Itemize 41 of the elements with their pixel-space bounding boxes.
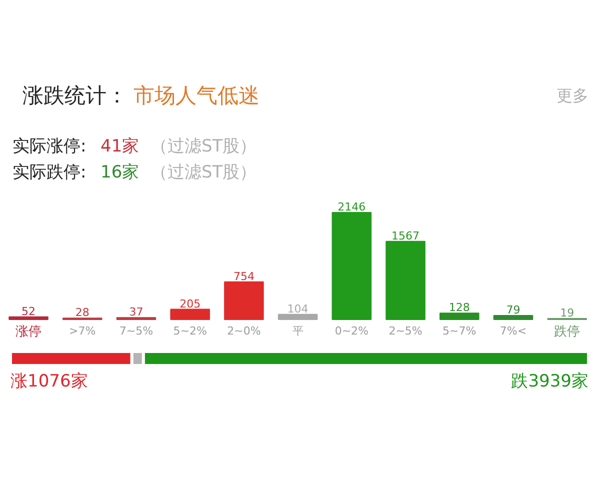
data-label: 2146 [338,200,366,214]
x-tick-label: 5~7% [442,324,476,338]
x-tick-label: 2~0% [227,324,261,338]
text: （过滤ST股） [150,136,257,156]
text: 实际跌停: [12,162,86,182]
text: 更多 [556,86,588,105]
data-label: 104 [287,302,308,316]
bar [170,308,210,320]
bar [332,212,372,320]
data-label: 37 [129,306,144,319]
data-label: 205 [180,297,201,310]
x-tick-label: 7~5% [119,324,154,338]
x-tick-label: >7% [69,324,96,338]
bar [8,316,48,320]
chart-subtitle: 市场人气低迷 [134,84,260,108]
data-label: 1567 [392,229,420,242]
bar [278,314,318,320]
bar [224,281,264,320]
x-tick-label: 跌停 [554,324,580,340]
text: （过滤ST股） [150,162,257,182]
data-label: 79 [506,304,520,317]
text: 涨1076家 [10,372,88,392]
bar [493,315,534,320]
data-label: 19 [560,306,574,320]
text: 实际涨停: [12,136,86,156]
x-tick-label: 5~2% [173,324,207,338]
data-label: 52 [22,304,36,318]
data-label: 28 [75,306,90,320]
data-label: 128 [448,301,470,314]
bar [440,312,480,320]
bar [386,240,426,320]
chart-title: 涨跌统计： [22,84,128,108]
text: 16家 [100,162,140,182]
text: 跌3939家 [511,372,588,392]
data-label: 754 [233,270,254,283]
x-tick-label: 7%< [500,324,527,338]
x-tick-label: 0~2% [334,324,369,338]
text: 41家 [100,136,140,156]
x-tick-label: 平 [292,324,304,338]
x-tick-label: 2~5% [388,324,422,338]
x-tick-label: 涨停 [16,324,42,340]
